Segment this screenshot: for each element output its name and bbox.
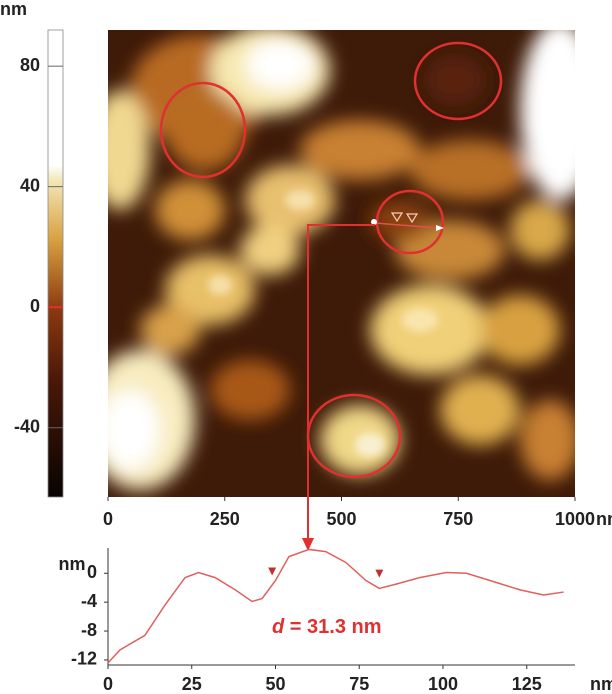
x-axis-label: nm	[596, 509, 612, 529]
y-tick-label: -8	[81, 620, 97, 640]
colorbar-label: nm	[0, 0, 27, 19]
profile-line	[107, 548, 564, 664]
x-tick-label: 1000	[555, 509, 595, 529]
x-tick-label: 500	[326, 509, 356, 529]
annotation-symbol: d	[272, 616, 285, 638]
profile-y-label: nm	[59, 554, 86, 574]
x-tick-label: 100	[428, 674, 458, 694]
afm-image	[108, 30, 575, 497]
x-tick-label: 0	[103, 509, 113, 529]
y-tick-label: -12	[71, 649, 97, 669]
profile-path	[302, 212, 444, 551]
x-tick-label: 50	[265, 674, 285, 694]
x-tick-label: 25	[182, 674, 202, 694]
profile-x-label: nm	[590, 674, 612, 694]
colorbar-tick-label: -40	[14, 416, 40, 436]
annotation: d = 31.3 nm	[272, 616, 382, 638]
x-tick-label: 250	[210, 509, 240, 529]
y-tick-label: -4	[81, 591, 97, 611]
x-tick-label: 750	[443, 509, 473, 529]
annotation-text: = 31.3 nm	[290, 616, 382, 638]
colorbar-tick-label: 40	[20, 175, 40, 195]
x-tick-label: 125	[512, 674, 542, 694]
cursor-marker	[268, 567, 277, 576]
x-tick-label: 0	[103, 674, 113, 694]
colorbar-tick-label: 80	[20, 55, 40, 75]
colorbar	[47, 29, 64, 498]
y-tick-label: 0	[87, 562, 97, 582]
x-tick-label: 75	[349, 674, 369, 694]
cursor-marker	[375, 569, 384, 578]
colorbar-tick-label: 0	[30, 296, 40, 316]
